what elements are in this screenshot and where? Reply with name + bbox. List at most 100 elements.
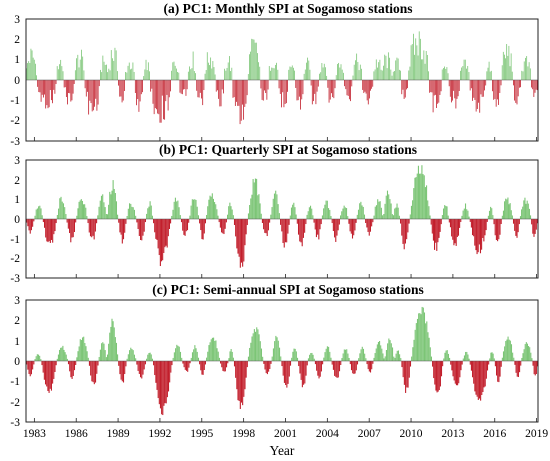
- panel-a-bars: [26, 31, 538, 125]
- negative-bar: [245, 80, 247, 104]
- negative-bar: [459, 219, 461, 228]
- negative-bar: [170, 361, 172, 373]
- positive-bar: [462, 358, 464, 361]
- negative-bar: [434, 361, 436, 385]
- positive-bar: [129, 203, 131, 219]
- positive-bar: [509, 203, 511, 219]
- positive-bar: [251, 194, 253, 219]
- positive-bar: [411, 44, 413, 80]
- negative-bar: [97, 80, 99, 105]
- negative-bar: [27, 361, 29, 370]
- negative-bar: [233, 80, 235, 98]
- positive-bar: [309, 205, 312, 219]
- negative-bar: [71, 361, 73, 379]
- negative-bar: [365, 219, 367, 224]
- negative-bar: [482, 361, 484, 393]
- positive-bar: [252, 179, 254, 219]
- positive-bar: [419, 313, 421, 361]
- positive-bar: [382, 215, 384, 219]
- positive-bar: [133, 209, 135, 219]
- positive-bar: [249, 54, 250, 80]
- positive-bar: [510, 53, 512, 80]
- negative-bar: [120, 361, 122, 380]
- positive-bar: [288, 69, 290, 80]
- positive-bar: [467, 66, 469, 80]
- negative-bar: [182, 219, 184, 231]
- negative-bar: [407, 80, 408, 89]
- negative-bar: [498, 361, 500, 383]
- negative-bar: [237, 219, 239, 254]
- negative-bar: [245, 219, 247, 235]
- positive-bar: [117, 354, 119, 361]
- negative-bar: [306, 361, 308, 366]
- negative-bar: [284, 80, 286, 104]
- positive-bar: [525, 342, 527, 361]
- positive-bar: [411, 356, 413, 361]
- positive-bar: [444, 205, 446, 219]
- negative-bar: [181, 80, 183, 95]
- negative-bar: [402, 361, 404, 378]
- positive-bar: [76, 357, 78, 361]
- negative-bar: [204, 219, 206, 224]
- positive-bar: [80, 340, 82, 361]
- negative-bar: [69, 361, 71, 372]
- negative-bar: [185, 219, 187, 232]
- positive-bar: [176, 201, 178, 219]
- positive-bar: [36, 354, 38, 361]
- negative-bar: [269, 361, 271, 369]
- positive-bar: [175, 348, 177, 361]
- negative-bar: [26, 361, 28, 365]
- positive-bar: [447, 73, 449, 80]
- negative-bar: [534, 361, 536, 376]
- positive-bar: [254, 42, 256, 80]
- negative-bar: [362, 80, 364, 90]
- positive-bar: [179, 351, 182, 361]
- negative-bar: [167, 80, 169, 111]
- negative-bar: [433, 80, 435, 96]
- positive-bar: [442, 208, 445, 219]
- positive-bar: [292, 204, 294, 219]
- panel-c-ytick: 2: [14, 315, 20, 327]
- negative-bar: [84, 80, 86, 89]
- panel-c-ytick: 1: [14, 336, 20, 348]
- positive-bar: [254, 178, 256, 219]
- positive-bar: [340, 215, 342, 219]
- positive-bar: [309, 69, 311, 80]
- panel-c-frame: [25, 299, 539, 423]
- positive-bar: [326, 200, 328, 219]
- positive-bar: [322, 67, 324, 80]
- negative-bar: [66, 219, 68, 223]
- negative-bar: [123, 80, 125, 91]
- negative-bar: [90, 80, 92, 104]
- positive-bar: [215, 204, 217, 219]
- positive-bar: [416, 173, 418, 219]
- positive-bar: [259, 341, 261, 361]
- negative-bar: [186, 80, 188, 90]
- negative-bar: [243, 361, 245, 397]
- positive-bar: [212, 198, 214, 219]
- positive-bar: [377, 199, 379, 219]
- positive-bar: [418, 31, 420, 80]
- negative-bar: [319, 219, 321, 230]
- positive-bar: [86, 216, 88, 219]
- panel-a-ytick: -3: [10, 136, 20, 148]
- negative-bar: [534, 80, 536, 93]
- negative-bar: [279, 80, 281, 94]
- positive-bar: [527, 66, 529, 80]
- positive-bar: [510, 344, 513, 361]
- positive-bar: [150, 354, 152, 361]
- positive-bar: [380, 345, 382, 361]
- negative-bar: [449, 80, 451, 97]
- negative-bar: [515, 80, 517, 103]
- panel-a-y-axis: 3 2 1 0 -1 -2 -3: [10, 14, 20, 148]
- positive-bar: [493, 358, 495, 361]
- positive-bar: [130, 203, 132, 219]
- panel-c-y-axis: 3 2 1 0 -1 -2 -3: [10, 295, 20, 429]
- negative-bar: [122, 361, 125, 383]
- positive-bar: [445, 205, 447, 219]
- positive-bar: [307, 57, 309, 80]
- negative-bar: [401, 80, 403, 95]
- negative-bar: [332, 361, 334, 370]
- positive-bar: [143, 76, 145, 80]
- positive-bar: [58, 208, 60, 219]
